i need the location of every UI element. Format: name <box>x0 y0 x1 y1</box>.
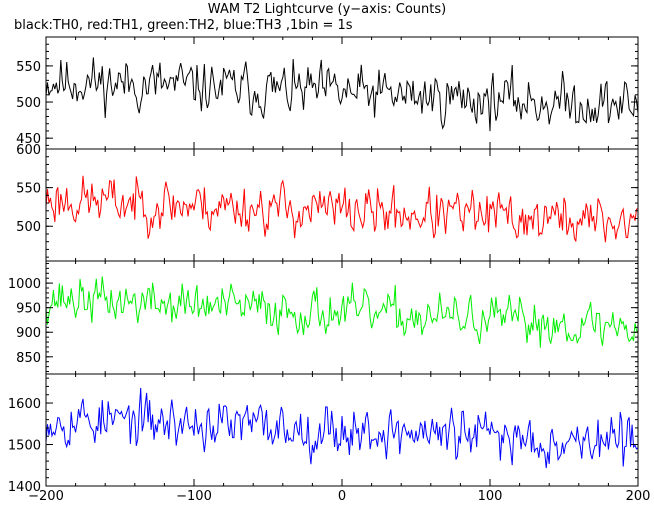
x-tick-label: −200 <box>28 489 64 504</box>
y-tick-label: 900 <box>16 326 41 341</box>
y-tick-label: 850 <box>16 351 41 366</box>
y-tick-label: 1000 <box>8 277 41 292</box>
y-tick-label: 1400 <box>8 480 41 495</box>
panel-frame-2 <box>45 148 639 262</box>
series-line-th0 <box>45 57 639 132</box>
y-tick-label: 500 <box>16 96 41 111</box>
x-tick-label: 100 <box>478 489 503 504</box>
y-tick-label: 500 <box>16 220 41 235</box>
x-tick-label: 200 <box>626 489 651 504</box>
chart-subtitle: black:TH0, red:TH1, green:TH2, blue:TH3 … <box>14 18 353 33</box>
y-tick-label: 550 <box>16 60 41 75</box>
y-tick-label: 950 <box>16 302 41 317</box>
y-tick-label: 600 <box>16 143 41 158</box>
series-line-th2 <box>45 276 639 348</box>
series-line-th1 <box>45 175 639 243</box>
x-tick-label: −100 <box>176 489 212 504</box>
y-tick-label: 450 <box>16 132 41 147</box>
y-tick-label: 1500 <box>8 439 41 454</box>
y-tick-label: 550 <box>16 182 41 197</box>
series-line-th3 <box>45 387 639 469</box>
chart-title: WAM T2 Lightcurve (y−axis: Counts) <box>207 2 447 17</box>
x-tick-label: 0 <box>338 489 346 504</box>
panel-frame-3 <box>45 260 639 375</box>
panel-frame-4 <box>45 373 639 487</box>
y-tick-label: 1600 <box>8 397 41 412</box>
